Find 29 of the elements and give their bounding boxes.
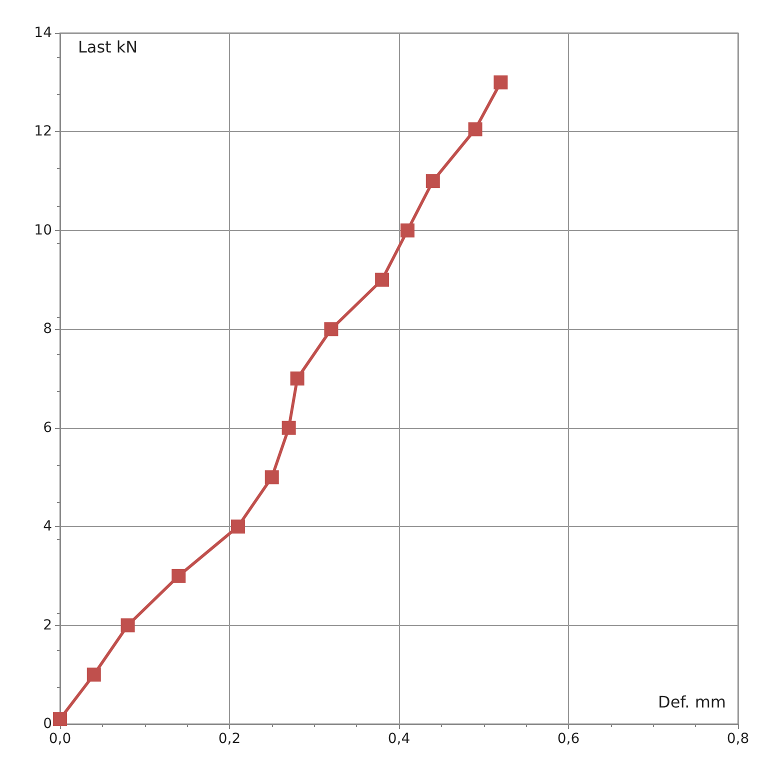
point <box>282 420 296 435</box>
point <box>230 520 245 534</box>
point <box>375 272 390 287</box>
point <box>468 122 482 136</box>
point <box>324 322 338 336</box>
x-tick-label: 0,0 <box>48 731 72 747</box>
point <box>400 223 414 238</box>
point <box>494 75 508 90</box>
point <box>264 470 279 484</box>
x-tick-label: 0,8 <box>726 731 750 747</box>
y-axis-title: Last kN <box>78 38 138 56</box>
y-tick-label: 4 <box>43 518 52 535</box>
y-tick-label: 0 <box>43 716 52 732</box>
point <box>426 174 440 188</box>
y-tick-label: 2 <box>43 617 52 634</box>
y-tick-label: 12 <box>34 124 52 140</box>
y-tick-label: 6 <box>43 420 52 436</box>
y-tick-label: 10 <box>34 222 52 238</box>
x-tick-label: 0,2 <box>218 731 241 747</box>
y-tick-label: 8 <box>43 321 52 338</box>
point <box>53 712 67 726</box>
y-tick-label: 14 <box>34 25 52 41</box>
point <box>86 668 101 682</box>
point <box>120 618 135 632</box>
x-axis-title: Def. mm <box>658 692 726 712</box>
x-tick-label: 0,6 <box>557 731 580 747</box>
point <box>290 372 304 386</box>
point <box>172 568 186 583</box>
x-tick-label: 0,4 <box>388 731 410 747</box>
